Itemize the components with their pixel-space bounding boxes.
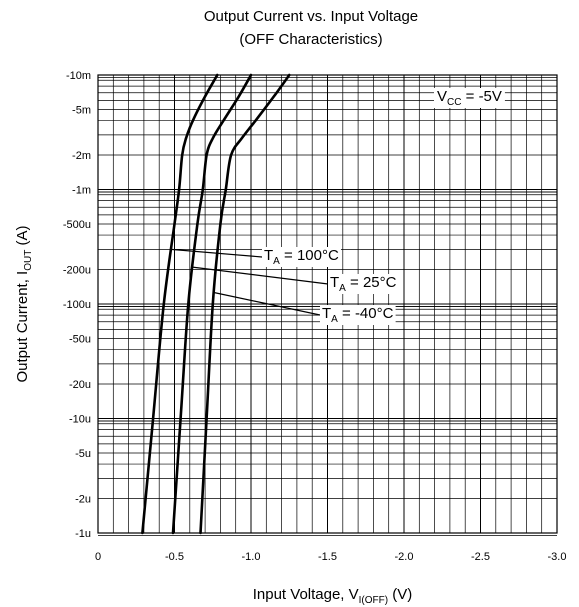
label-leader-lines xyxy=(171,248,329,316)
x-tick-label: -0.5 xyxy=(165,551,184,563)
y-tick-label: -10u xyxy=(69,414,91,426)
vcc-annotation: VCC = -5V xyxy=(434,88,505,108)
y-tick-label: -10m xyxy=(66,70,91,82)
y-tick-label: -500u xyxy=(63,219,91,231)
x-tick-labels: 0 -0.5 -1.0 -1.5 -2.0 -2.5 -3.0 xyxy=(95,551,567,563)
y-tick-label: -1u xyxy=(75,528,91,540)
leader-line xyxy=(213,291,321,316)
x-tick-label: -3.0 xyxy=(548,551,567,563)
x-tick-label: -1.5 xyxy=(318,551,337,563)
y-tick-label: -2u xyxy=(75,494,91,506)
series-labels: TA = 100°C TA = 25°C TA = -40°C xyxy=(262,247,399,325)
label-background xyxy=(328,274,399,294)
x-tick-label: 0 xyxy=(95,551,101,563)
series-label-1: TA = 25°C xyxy=(328,274,399,294)
series-label-text: TA = -40°C xyxy=(322,305,394,325)
y-tick-label: -200u xyxy=(63,265,91,277)
label-background xyxy=(262,247,341,267)
series-curves xyxy=(141,73,291,535)
y-tick-label: -5m xyxy=(72,104,91,116)
series-curve-1 xyxy=(171,73,253,535)
y-tick-label: -20u xyxy=(69,379,91,391)
x-tick-label: -2.0 xyxy=(395,551,414,563)
chart-title: Output Current vs. Input Voltage xyxy=(204,8,418,25)
x-tick-label: -2.5 xyxy=(471,551,490,563)
series-label-text: TA = 25°C xyxy=(330,274,397,294)
y-tick-label: -5u xyxy=(75,448,91,460)
y-tick-label: -100u xyxy=(63,299,91,311)
series-curve-0 xyxy=(141,73,219,535)
leader-line xyxy=(192,266,329,285)
y-tick-label: -50u xyxy=(69,333,91,345)
series-curve-2 xyxy=(199,73,291,535)
plot-frame xyxy=(97,74,558,534)
series-label-2: TA = -40°C xyxy=(320,305,396,325)
label-background xyxy=(320,305,396,325)
series-label-0: TA = 100°C xyxy=(262,247,341,267)
series-label-text: TA = 100°C xyxy=(264,247,339,267)
chart-subtitle: (OFF Characteristics) xyxy=(239,31,382,48)
x-axis-label: Input Voltage, VI(OFF) (V) xyxy=(253,586,413,606)
leader-line xyxy=(171,248,263,258)
x-tick-label: -1.0 xyxy=(242,551,261,563)
y-tick-label: -2m xyxy=(72,150,91,162)
y-tick-label: -1m xyxy=(72,185,91,197)
vcc-annotation-text: VCC = -5V xyxy=(437,88,502,108)
y-axis-label: Output Current, IOUT (A) xyxy=(14,226,34,383)
y-tick-labels: -10m -5m -2m -1m -500u -200u -100u -50u -20u -10u… xyxy=(63,70,91,540)
annotation-background xyxy=(434,88,505,108)
